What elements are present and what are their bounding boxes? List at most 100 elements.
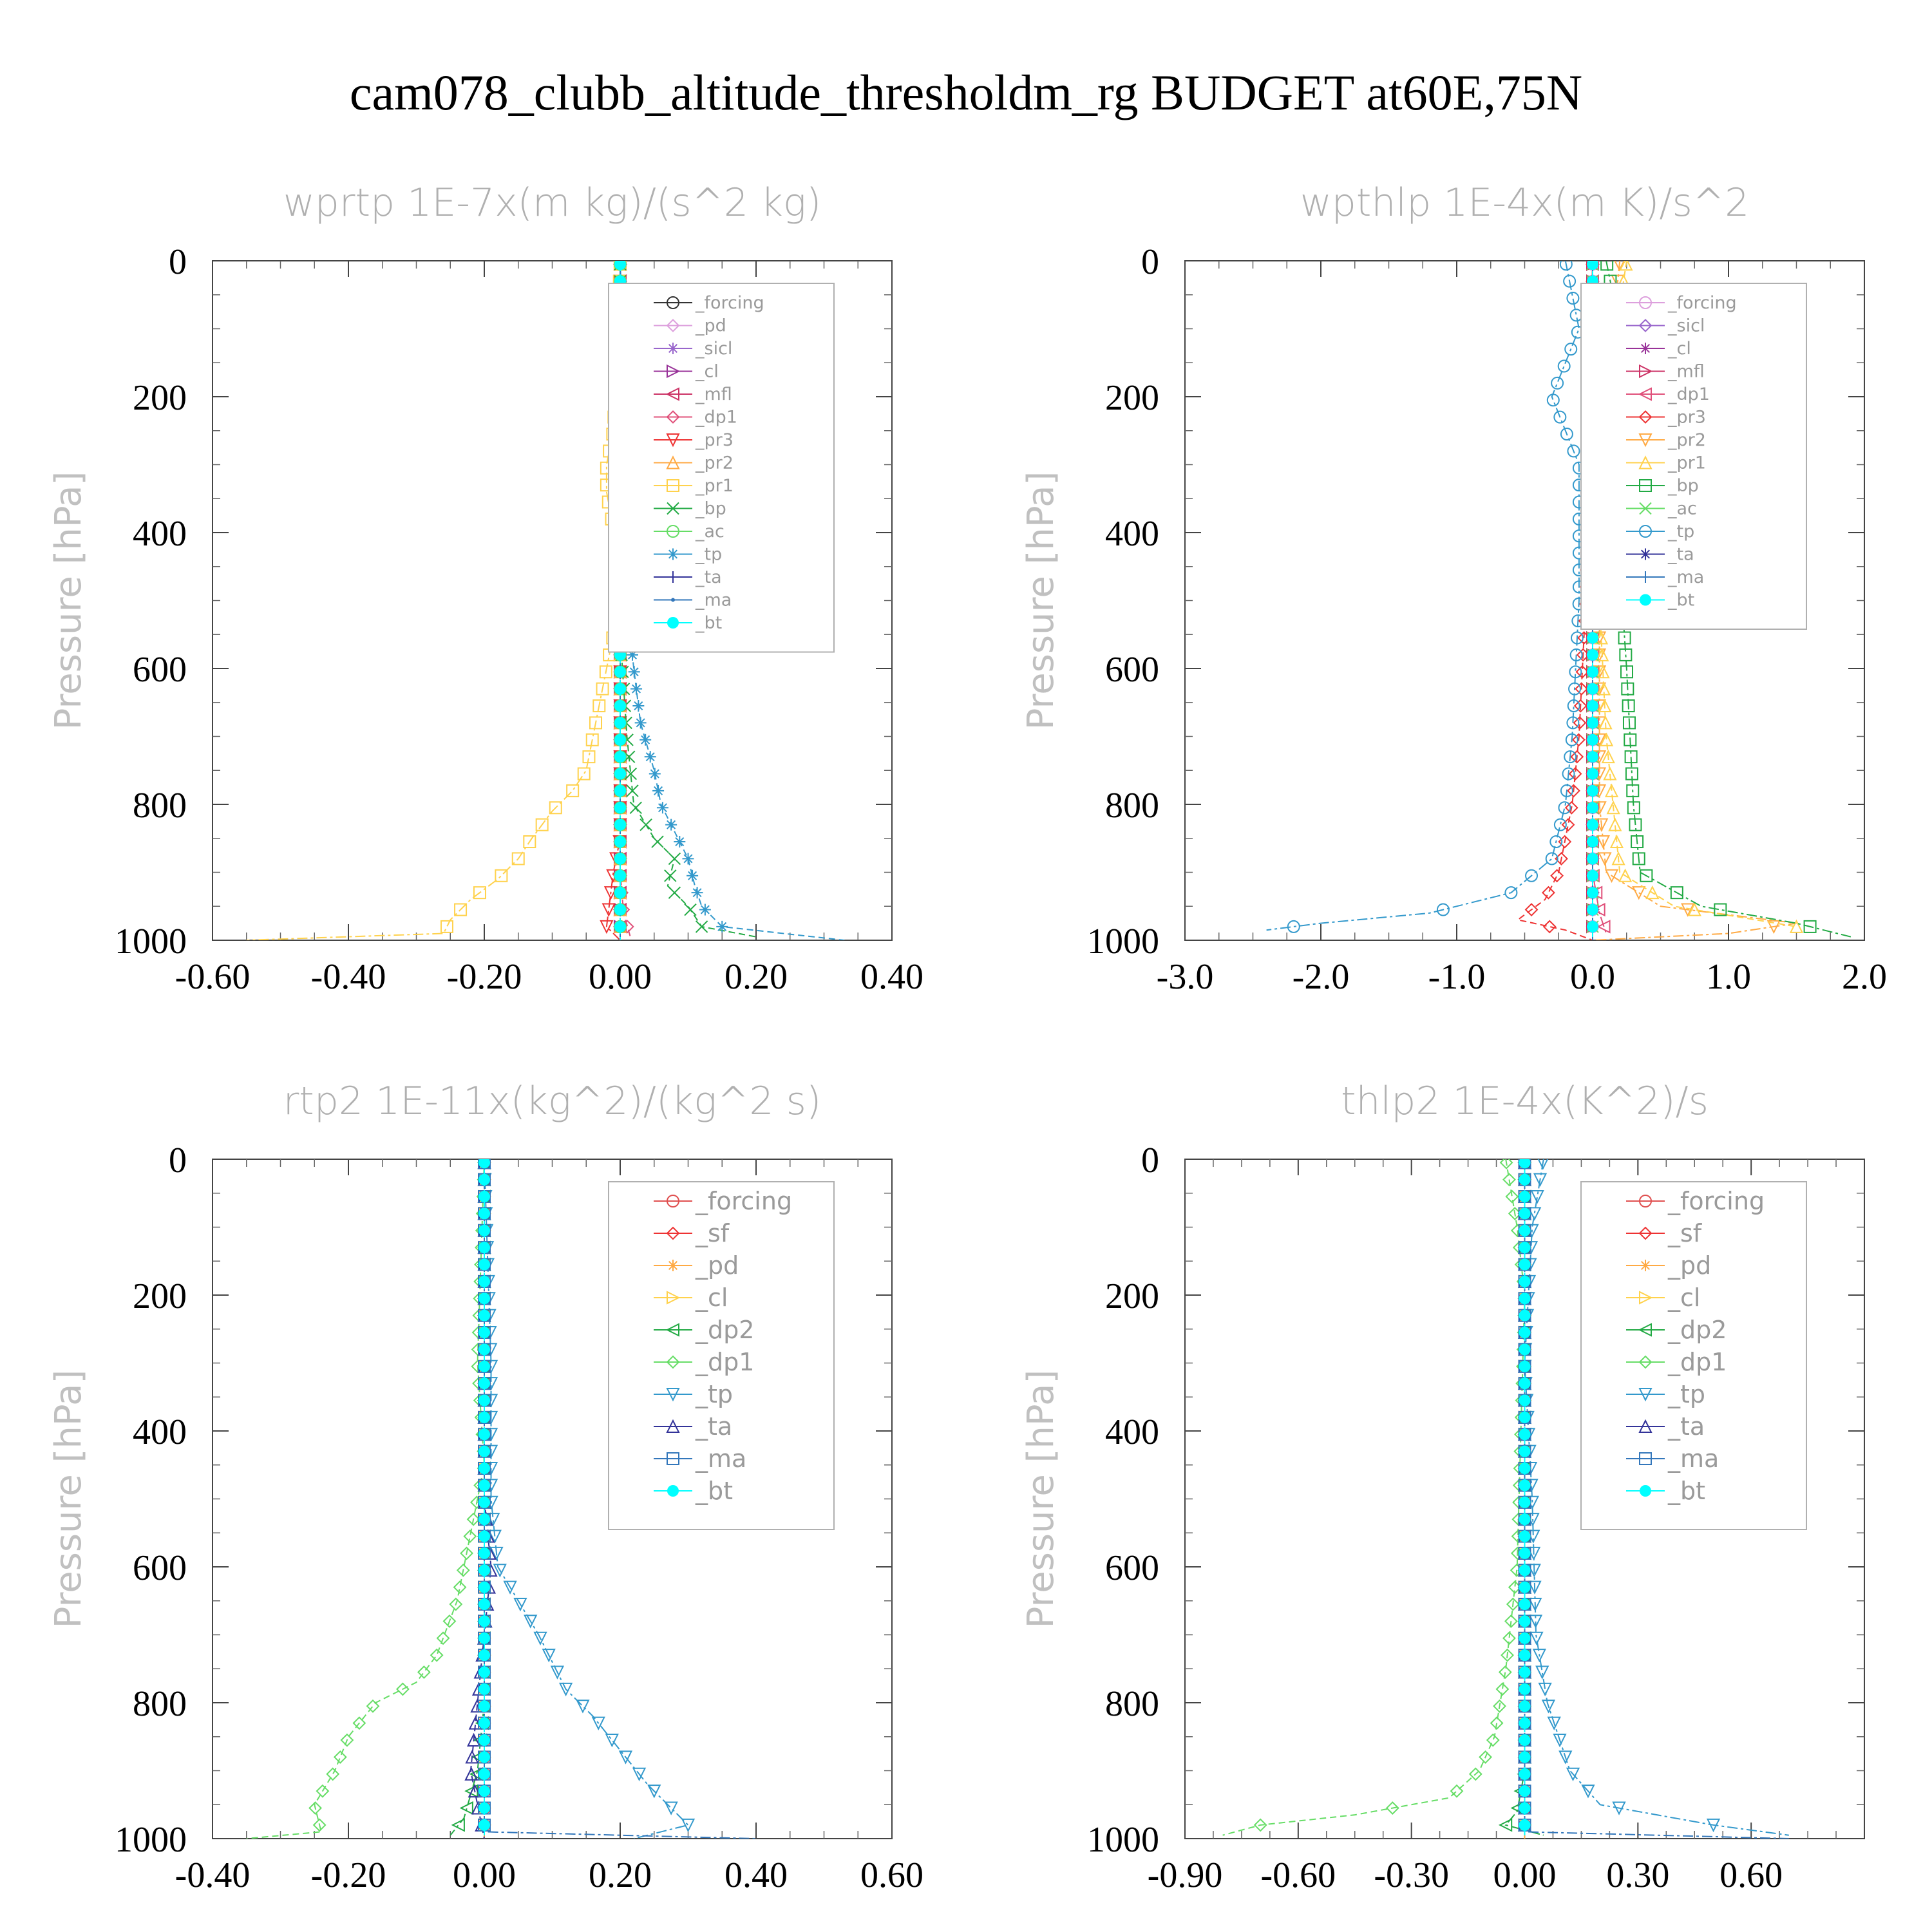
legend-label: _pd (695, 316, 726, 336)
data-point (1587, 666, 1598, 678)
series-line (1592, 261, 1797, 940)
data-point (1569, 648, 1583, 661)
data-point (1604, 869, 1619, 884)
data-point (1568, 767, 1582, 781)
legend-entry: _sf (1626, 1219, 1703, 1247)
x-tick-label: 0.20 (589, 1855, 652, 1895)
data-point (468, 1783, 482, 1798)
data-point (1603, 766, 1617, 781)
series-line (620, 261, 845, 940)
data-point (333, 1750, 347, 1764)
data-point (1253, 1818, 1267, 1832)
data-point (1619, 648, 1633, 661)
legend-entry: _ma (654, 591, 732, 611)
data-point (684, 903, 697, 916)
legend-label: _ta (695, 1412, 732, 1441)
legend-entry: _bt (1626, 591, 1694, 611)
data-point (1519, 1309, 1531, 1321)
data-point (1519, 1768, 1531, 1780)
legend-label: _pr3 (1667, 408, 1706, 428)
data-point (1596, 665, 1610, 679)
legend-entry: _ac (654, 522, 724, 542)
data-point (340, 1733, 354, 1747)
data-point (1632, 852, 1645, 866)
data-point (1479, 1750, 1492, 1764)
data-point (326, 1767, 340, 1781)
data-point (614, 869, 626, 882)
data-point (614, 802, 626, 814)
data-point (352, 1716, 366, 1730)
y-tick-label: 800 (1105, 1684, 1159, 1724)
data-point (1525, 869, 1539, 882)
data-point (668, 886, 681, 899)
data-point (478, 1666, 490, 1678)
legend-label: _mfl (1667, 362, 1705, 382)
legend-entry: _forcing (654, 1187, 792, 1215)
data-point (1498, 1818, 1513, 1832)
legend-label: _sicl (1667, 316, 1705, 336)
legend-marker (666, 410, 680, 424)
legend-label: _bp (695, 499, 726, 519)
data-point (1620, 665, 1634, 679)
data-point (614, 261, 626, 270)
legend-entry: _sicl (1626, 316, 1705, 336)
data-point (1542, 886, 1555, 900)
legend-entry: _forcing (1626, 1187, 1765, 1215)
data-point (1519, 1598, 1531, 1611)
data-point (478, 1547, 490, 1559)
data-point (1596, 920, 1611, 934)
data-point (1565, 733, 1578, 746)
y-tick-label: 800 (133, 1684, 187, 1724)
data-point (649, 768, 661, 780)
data-point (1573, 715, 1587, 730)
legend-marker (1640, 1260, 1651, 1271)
data-point (614, 734, 626, 746)
data-point (478, 1768, 490, 1780)
legend-marker (1639, 479, 1652, 492)
data-point (1587, 784, 1598, 797)
data-point (1528, 1580, 1542, 1595)
data-point (1519, 1479, 1531, 1492)
data-point (478, 1258, 490, 1271)
legend-entry: _dp2 (654, 1316, 754, 1344)
legend-entry: _ac (1626, 499, 1697, 519)
y-tick-label: 0 (169, 242, 187, 282)
data-point (417, 1665, 431, 1679)
data-point (1627, 801, 1640, 815)
legend-marker (667, 1291, 681, 1305)
data-point (1622, 699, 1635, 713)
data-point (478, 1598, 490, 1611)
legend-entry: _bp (1626, 476, 1699, 496)
legend-entry: _dp1 (654, 1348, 754, 1376)
series-line (246, 261, 621, 940)
data-point (1581, 1785, 1595, 1799)
series-line (1516, 261, 1593, 940)
legend-marker (665, 387, 679, 401)
data-point (1587, 683, 1598, 695)
data-point (626, 649, 638, 661)
x-tick-label: 0.0 (1570, 957, 1615, 997)
data-point (542, 1649, 556, 1663)
data-point (1564, 750, 1577, 764)
y-axis-label: Pressure [hPa] (48, 1370, 90, 1629)
x-tick-label: -0.40 (175, 1855, 251, 1895)
legend-box (608, 1181, 835, 1530)
series-bt (1519, 1159, 1531, 1839)
legend-label: _ma (1667, 1444, 1719, 1473)
data-point (478, 1751, 490, 1763)
data-point (1504, 1614, 1518, 1628)
data-point (1519, 1785, 1531, 1797)
legend-entry: _ma (1626, 1444, 1719, 1473)
data-point (596, 682, 609, 696)
data-point (656, 802, 668, 814)
x-tick-label: -3.0 (1157, 957, 1214, 997)
data-point (1547, 1716, 1561, 1730)
data-point (614, 751, 626, 763)
series-pr1 (246, 261, 627, 940)
data-point (716, 920, 728, 933)
data-point (478, 1293, 490, 1305)
data-point (603, 886, 618, 900)
data-point (1553, 1734, 1567, 1748)
series-line (1222, 1159, 1526, 1836)
legend-marker (666, 1355, 680, 1369)
